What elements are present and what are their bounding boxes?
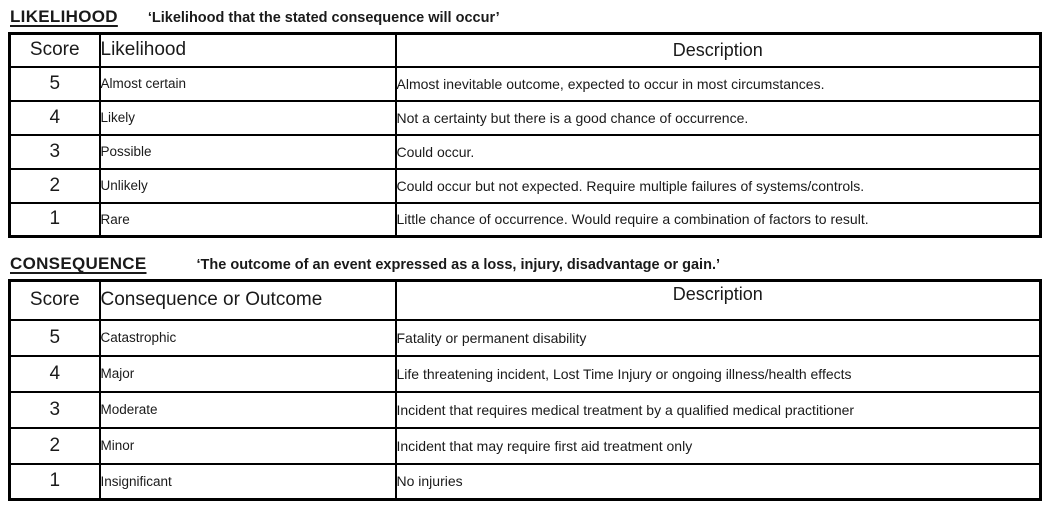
- table-row: 3 Moderate Incident that requires medica…: [8, 390, 1042, 429]
- score-cell: 5: [8, 65, 101, 102]
- consequence-score-column-header: Score: [8, 279, 101, 321]
- likelihood-title: LIKELIHOOD: [10, 7, 118, 26]
- score-cell: 3: [8, 133, 101, 170]
- description-cell: Could occur.: [394, 133, 1042, 170]
- description-cell: Little chance of occurrence. Would requi…: [394, 201, 1042, 238]
- score-cell: 3: [8, 390, 101, 429]
- section-divider-space: [8, 238, 1042, 252]
- likelihood-cell: Almost certain: [98, 65, 397, 102]
- description-cell: No injuries: [394, 462, 1042, 501]
- likelihood-description-column-header: Description: [394, 32, 1042, 68]
- table-row: 3 Possible Could occur.: [8, 133, 1042, 170]
- table-row: 4 Major Life threatening incident, Lost …: [8, 354, 1042, 393]
- likelihood-header-row: Score Likelihood Description: [8, 32, 1042, 68]
- description-cell: Incident that requires medical treatment…: [394, 390, 1042, 429]
- consequence-title: CONSEQUENCE: [10, 254, 147, 273]
- consequence-cell: Minor: [98, 426, 397, 465]
- consequence-header-row: Score Consequence or Outcome Description: [8, 279, 1042, 321]
- likelihood-cell: Likely: [98, 99, 397, 136]
- consequence-cell: Insignificant: [98, 462, 397, 501]
- likelihood-cell: Rare: [98, 201, 397, 238]
- likelihood-subtitle: ‘Likelihood that the stated consequence …: [147, 10, 500, 26]
- description-cell: Incident that may require first aid trea…: [394, 426, 1042, 465]
- score-cell: 1: [8, 201, 101, 238]
- description-cell: Could occur but not expected. Require mu…: [394, 167, 1042, 204]
- consequence-section-header: CONSEQUENCE ‘The outcome of an event exp…: [10, 254, 1042, 274]
- description-cell: Fatality or permanent disability: [394, 318, 1042, 357]
- score-cell: 2: [8, 426, 101, 465]
- likelihood-score-column-header: Score: [8, 32, 101, 68]
- description-cell: Not a certainty but there is a good chan…: [394, 99, 1042, 136]
- likelihood-table: Score Likelihood Description 5 Almost ce…: [8, 32, 1042, 238]
- description-cell: Almost inevitable outcome, expected to o…: [394, 65, 1042, 102]
- consequence-description-column-header: Description: [394, 279, 1042, 321]
- score-cell: 1: [8, 462, 101, 501]
- likelihood-cell: Possible: [98, 133, 397, 170]
- score-cell: 5: [8, 318, 101, 357]
- likelihood-cell: Unlikely: [98, 167, 397, 204]
- score-cell: 2: [8, 167, 101, 204]
- table-row: 5 Almost certain Almost inevitable outco…: [8, 65, 1042, 102]
- table-row: 5 Catastrophic Fatality or permanent dis…: [8, 318, 1042, 357]
- table-row: 2 Unlikely Could occur but not expected.…: [8, 167, 1042, 204]
- consequence-cell: Moderate: [98, 390, 397, 429]
- score-cell: 4: [8, 354, 101, 393]
- table-row: 1 Insignificant No injuries: [8, 462, 1042, 501]
- likelihood-section-header: LIKELIHOOD ‘Likelihood that the stated c…: [10, 7, 1042, 27]
- likelihood-name-column-header: Likelihood: [98, 32, 397, 68]
- consequence-name-column-header: Consequence or Outcome: [98, 279, 397, 321]
- consequence-cell: Catastrophic: [98, 318, 397, 357]
- score-cell: 4: [8, 99, 101, 136]
- table-row: 4 Likely Not a certainty but there is a …: [8, 99, 1042, 136]
- consequence-table: Score Consequence or Outcome Description…: [8, 279, 1042, 501]
- table-row: 1 Rare Little chance of occurrence. Woul…: [8, 201, 1042, 238]
- consequence-subtitle: ‘The outcome of an event expressed as a …: [196, 257, 721, 273]
- table-row: 2 Minor Incident that may require first …: [8, 426, 1042, 465]
- description-cell: Life threatening incident, Lost Time Inj…: [394, 354, 1042, 393]
- consequence-cell: Major: [98, 354, 397, 393]
